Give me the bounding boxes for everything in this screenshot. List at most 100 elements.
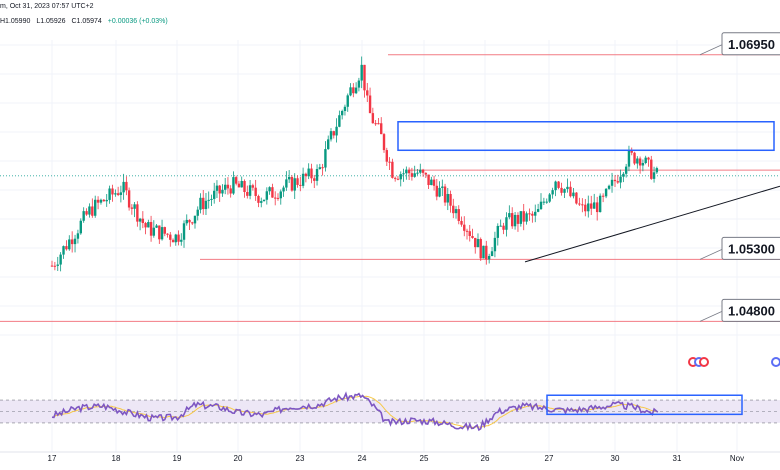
level-callout-line: [699, 249, 723, 260]
candle-body: [572, 192, 575, 197]
candle-body: [402, 173, 405, 175]
candle-body: [487, 256, 491, 260]
candle-body: [511, 213, 514, 227]
candle-body: [274, 197, 277, 199]
candle-body: [91, 206, 94, 216]
candle-body: [141, 218, 145, 224]
candle-body: [613, 179, 617, 182]
candle-body: [457, 209, 460, 221]
candle-body: [282, 187, 285, 192]
candle-body: [421, 169, 425, 173]
time-tick-label: Nov: [730, 454, 744, 463]
candle-body: [371, 113, 375, 124]
candle-body: [133, 204, 136, 209]
candle-body: [262, 199, 266, 202]
candle-body: [313, 178, 316, 181]
candle-body: [595, 202, 599, 213]
candle-body: [191, 222, 194, 224]
candle-body: [82, 211, 85, 221]
candle-body: [366, 90, 369, 96]
candle-body: [76, 233, 80, 239]
candle-body: [584, 204, 587, 212]
candle-body: [430, 179, 433, 186]
candle-body: [251, 185, 255, 188]
candle-body: [542, 201, 546, 203]
level-label-box: [721, 298, 780, 322]
candle-body: [575, 192, 578, 204]
candle-body: [399, 174, 402, 180]
candle-body: [396, 178, 400, 180]
candle-body: [321, 167, 324, 169]
candle-body: [207, 199, 210, 201]
candle-body: [357, 80, 361, 88]
candle-body: [79, 220, 82, 234]
candle-body: [180, 239, 183, 242]
candle-body: [638, 158, 642, 166]
candle-body: [105, 199, 108, 202]
candle-body: [502, 225, 505, 230]
candle-body: [199, 197, 202, 210]
candle-body: [163, 227, 166, 234]
candle-body: [569, 186, 572, 197]
candle-body: [624, 166, 628, 174]
candle-body: [627, 150, 631, 167]
candles: [50, 56, 659, 272]
candle-body: [516, 214, 520, 224]
candle-body: [116, 193, 120, 195]
rsi-pane: [0, 391, 780, 432]
candle-body: [70, 239, 74, 245]
candle-body: [329, 131, 333, 140]
candle-body: [536, 209, 540, 212]
candle-body: [171, 239, 175, 243]
event-flag-icon: [771, 357, 780, 367]
candle-body: [410, 173, 414, 177]
candle-body: [221, 189, 224, 194]
candle-body: [307, 168, 310, 177]
rsi-line: [51, 391, 659, 432]
time-tick-label: 20: [234, 454, 243, 463]
candle-body: [413, 173, 416, 177]
level-label-1.05300: 1.05300: [728, 241, 775, 256]
candle-body: [185, 219, 188, 224]
candle-body: [566, 186, 569, 190]
candle-body: [619, 176, 622, 183]
ohlc-readout: H1.05990 L1.05926 C1.05974 +0.00036 (+0.…: [0, 18, 172, 25]
candle-body: [641, 163, 645, 166]
candle-body: [73, 238, 77, 245]
candle-body: [114, 193, 117, 195]
candle-body: [290, 177, 294, 191]
candle-body: [352, 87, 355, 94]
ascending-trendline: [524, 185, 780, 263]
candle-body: [111, 188, 114, 195]
candle-body: [56, 264, 59, 266]
time-tick-label: 25: [420, 454, 429, 463]
candle-body: [468, 231, 471, 237]
candle-body: [531, 213, 534, 216]
candle-body: [587, 203, 590, 212]
candle-body: [539, 201, 543, 210]
candle-body: [578, 203, 581, 205]
time-tick-label: 27: [545, 454, 554, 463]
candle-body: [463, 224, 466, 231]
candle-body: [96, 199, 100, 203]
candle-body: [223, 184, 227, 190]
candle-body: [482, 245, 485, 259]
candle-body: [435, 185, 439, 197]
level-label-box: [721, 236, 780, 260]
candle-body: [407, 169, 411, 174]
candle-body: [268, 187, 271, 192]
candle-body: [158, 225, 161, 240]
candle-body: [324, 149, 327, 168]
candle-body: [545, 201, 548, 203]
candle-body: [210, 198, 213, 200]
candle-body: [349, 87, 352, 96]
time-tick-label: 31: [673, 454, 682, 463]
candle-body: [65, 246, 68, 250]
candle-body: [53, 265, 57, 267]
candle-body: [318, 167, 322, 169]
candle-body: [204, 200, 208, 210]
candle-body: [335, 126, 338, 136]
time-tick-label: 18: [112, 454, 121, 463]
